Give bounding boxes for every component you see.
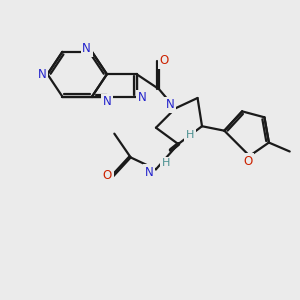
Text: N: N xyxy=(166,98,174,111)
Text: N: N xyxy=(38,68,46,81)
Text: O: O xyxy=(103,169,112,182)
Text: O: O xyxy=(244,155,253,168)
Text: H: H xyxy=(186,130,194,140)
Text: O: O xyxy=(160,54,169,67)
Text: H: H xyxy=(162,158,170,168)
Text: N: N xyxy=(82,42,91,55)
Text: N: N xyxy=(138,92,146,104)
Text: N: N xyxy=(145,166,154,179)
Text: N: N xyxy=(103,95,111,108)
